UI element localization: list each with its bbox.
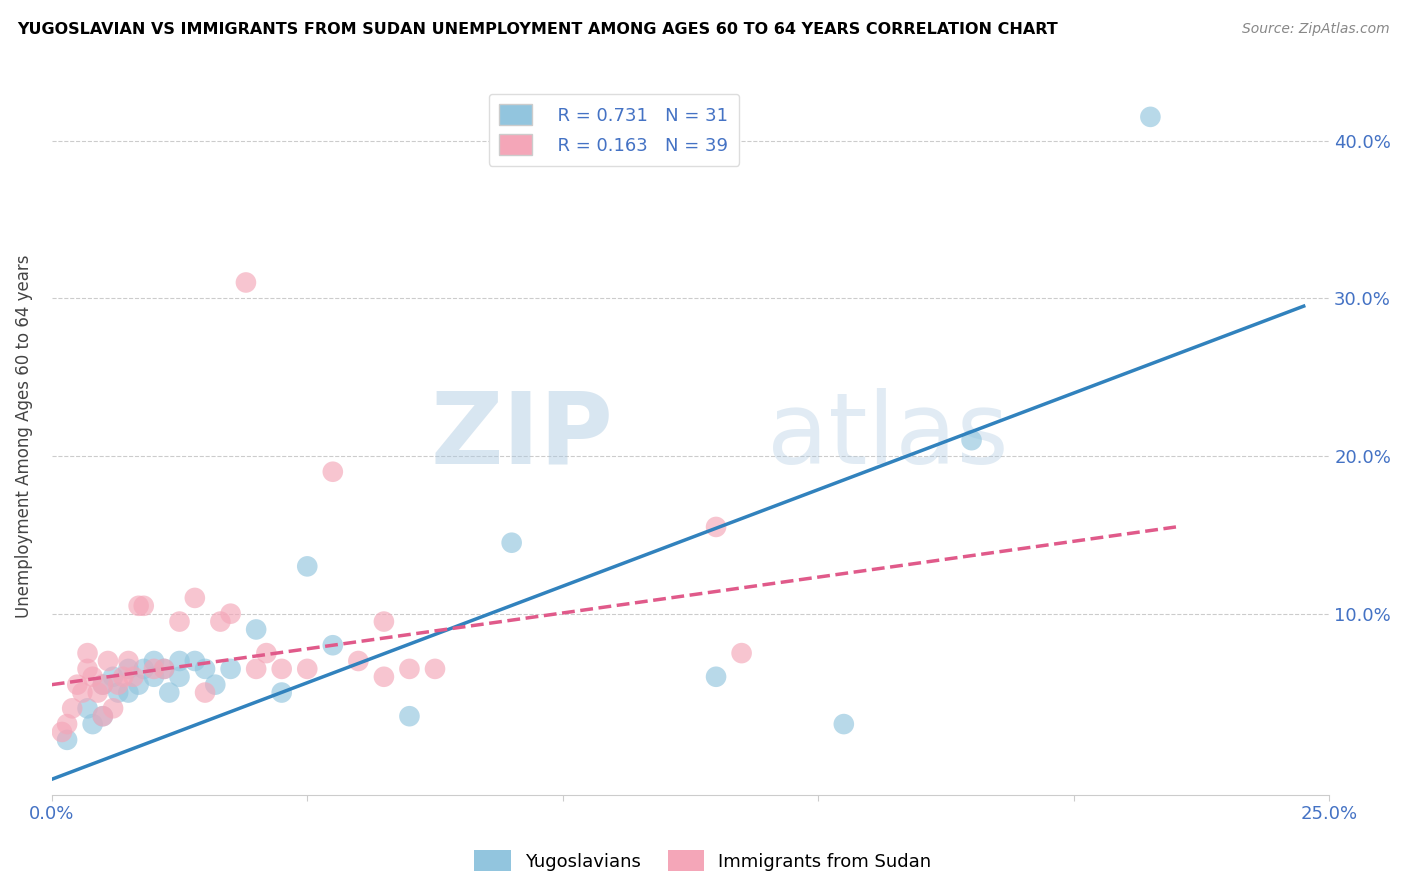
Point bbox=[245, 662, 267, 676]
Point bbox=[423, 662, 446, 676]
Point bbox=[107, 685, 129, 699]
Point bbox=[832, 717, 855, 731]
Point bbox=[270, 662, 292, 676]
Point bbox=[204, 678, 226, 692]
Point bbox=[347, 654, 370, 668]
Point bbox=[91, 709, 114, 723]
Point bbox=[76, 646, 98, 660]
Point bbox=[112, 670, 135, 684]
Point bbox=[373, 615, 395, 629]
Point bbox=[72, 685, 94, 699]
Point bbox=[132, 599, 155, 613]
Point bbox=[194, 662, 217, 676]
Point bbox=[704, 520, 727, 534]
Point bbox=[398, 709, 420, 723]
Point bbox=[297, 559, 319, 574]
Text: Source: ZipAtlas.com: Source: ZipAtlas.com bbox=[1241, 22, 1389, 37]
Point bbox=[132, 662, 155, 676]
Point bbox=[91, 678, 114, 692]
Point bbox=[219, 607, 242, 621]
Point bbox=[960, 433, 983, 447]
Point bbox=[142, 662, 165, 676]
Point bbox=[122, 670, 145, 684]
Point bbox=[117, 685, 139, 699]
Point bbox=[219, 662, 242, 676]
Point bbox=[184, 654, 207, 668]
Point bbox=[117, 662, 139, 676]
Point bbox=[128, 599, 150, 613]
Point bbox=[169, 615, 191, 629]
Point bbox=[270, 685, 292, 699]
Point bbox=[142, 670, 165, 684]
Point bbox=[501, 535, 523, 549]
Point bbox=[704, 670, 727, 684]
Point bbox=[91, 709, 114, 723]
Point bbox=[76, 701, 98, 715]
Text: YUGOSLAVIAN VS IMMIGRANTS FROM SUDAN UNEMPLOYMENT AMONG AGES 60 TO 64 YEARS CORR: YUGOSLAVIAN VS IMMIGRANTS FROM SUDAN UNE… bbox=[17, 22, 1057, 37]
Point bbox=[322, 638, 344, 652]
Point bbox=[322, 465, 344, 479]
Point bbox=[1139, 110, 1161, 124]
Point bbox=[101, 701, 124, 715]
Point bbox=[60, 701, 83, 715]
Point bbox=[153, 662, 176, 676]
Point bbox=[194, 685, 217, 699]
Text: atlas: atlas bbox=[768, 388, 1008, 484]
Point bbox=[245, 623, 267, 637]
Point bbox=[184, 591, 207, 605]
Legend: Yugoslavians, Immigrants from Sudan: Yugoslavians, Immigrants from Sudan bbox=[467, 843, 939, 879]
Point bbox=[730, 646, 752, 660]
Point bbox=[398, 662, 420, 676]
Point bbox=[82, 670, 104, 684]
Point bbox=[101, 670, 124, 684]
Point bbox=[254, 646, 277, 660]
Point bbox=[66, 678, 89, 692]
Point bbox=[56, 732, 79, 747]
Y-axis label: Unemployment Among Ages 60 to 64 years: Unemployment Among Ages 60 to 64 years bbox=[15, 254, 32, 618]
Point bbox=[91, 678, 114, 692]
Point bbox=[169, 670, 191, 684]
Point bbox=[153, 662, 176, 676]
Point bbox=[76, 662, 98, 676]
Text: ZIP: ZIP bbox=[432, 388, 614, 484]
Point bbox=[373, 670, 395, 684]
Point bbox=[117, 654, 139, 668]
Point bbox=[128, 678, 150, 692]
Point bbox=[169, 654, 191, 668]
Point bbox=[56, 717, 79, 731]
Legend:   R = 0.731   N = 31,   R = 0.163   N = 39: R = 0.731 N = 31, R = 0.163 N = 39 bbox=[488, 94, 740, 166]
Point bbox=[97, 654, 120, 668]
Point bbox=[209, 615, 232, 629]
Point bbox=[235, 276, 257, 290]
Point bbox=[142, 654, 165, 668]
Point bbox=[87, 685, 110, 699]
Point bbox=[51, 725, 73, 739]
Point bbox=[82, 717, 104, 731]
Point bbox=[297, 662, 319, 676]
Point bbox=[157, 685, 180, 699]
Point bbox=[107, 678, 129, 692]
